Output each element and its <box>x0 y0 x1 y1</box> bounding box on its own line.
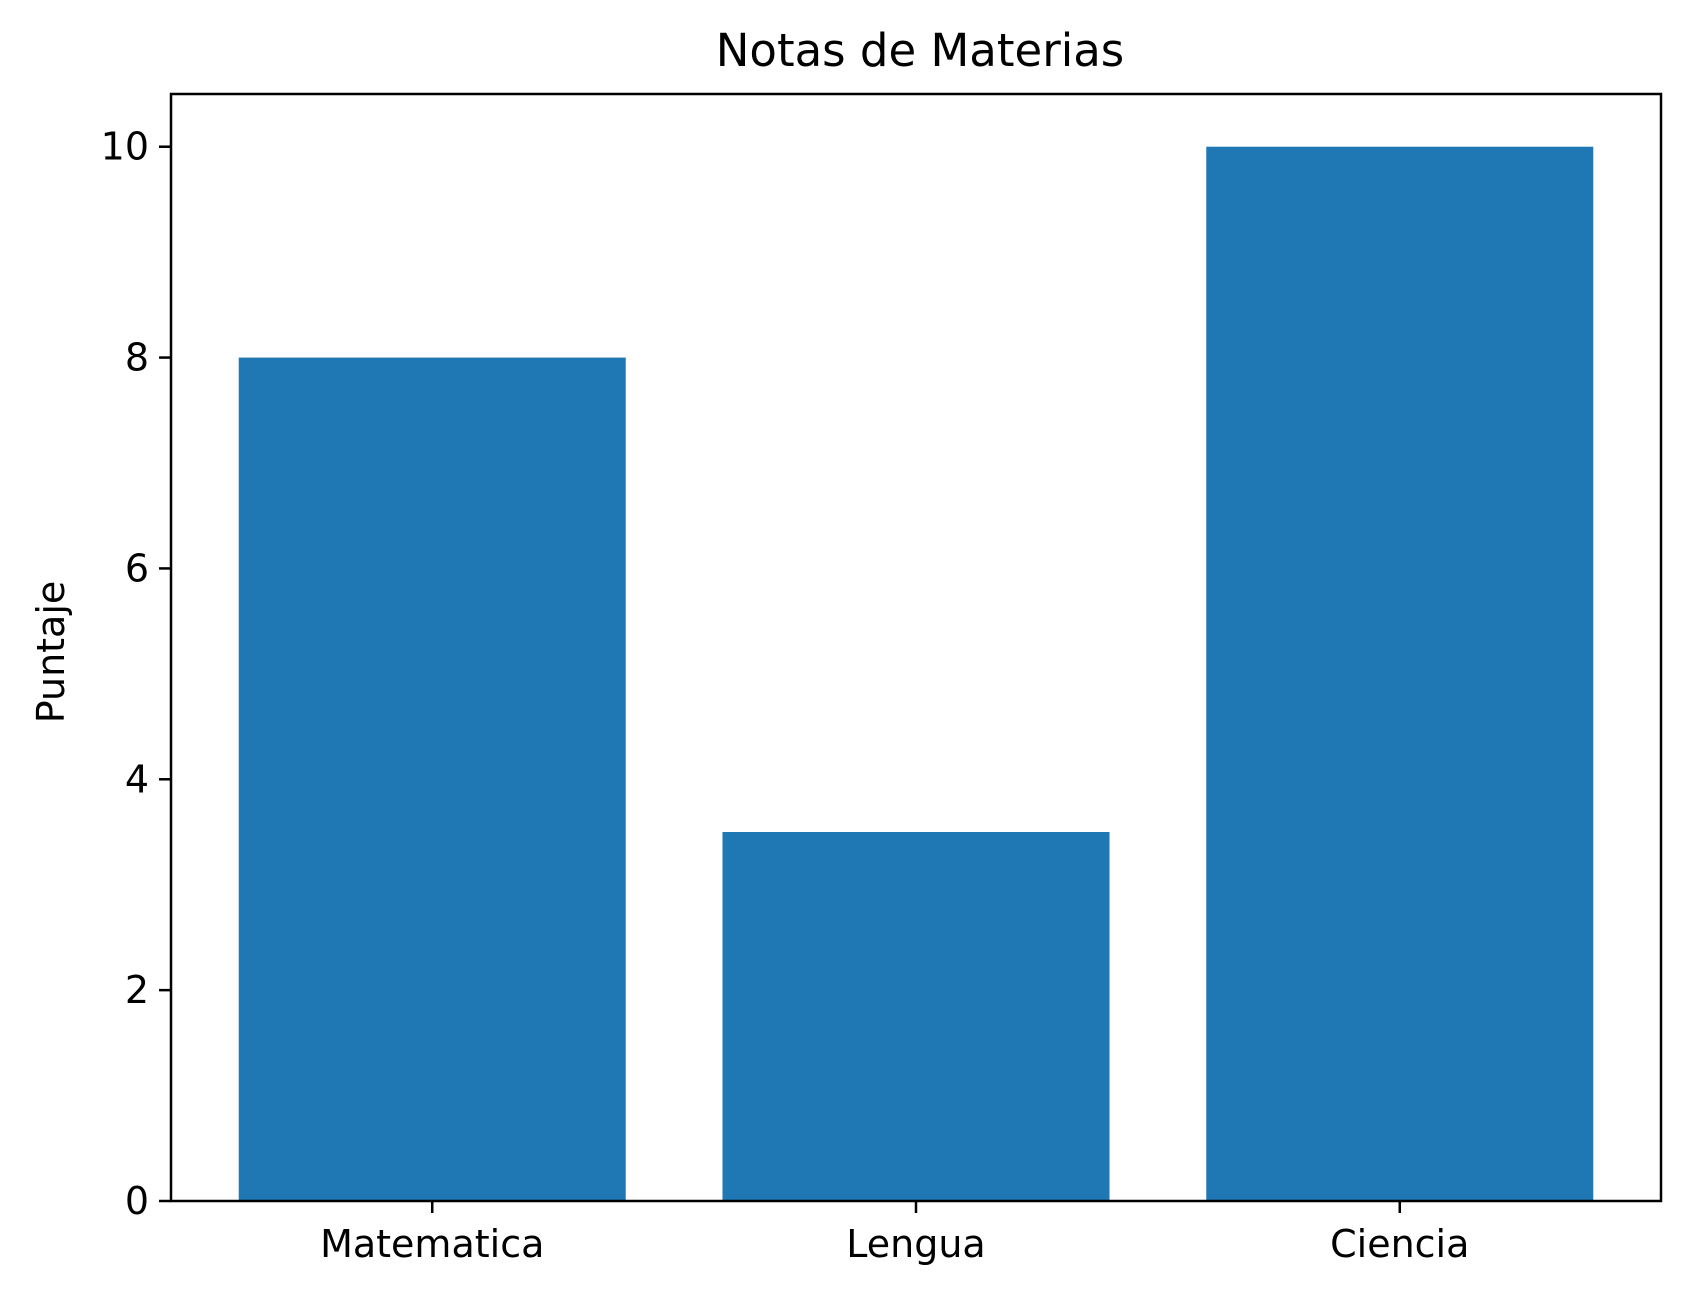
plot-frame <box>169 92 1663 1203</box>
y-tick-label: 4 <box>125 757 149 801</box>
y-tick-label: 10 <box>101 125 149 169</box>
x-axis-ticks: Matematica Lengua Ciencia <box>320 1201 1469 1266</box>
y-axis-label: Puntaje <box>29 581 73 724</box>
y-tick-label: 8 <box>125 336 149 380</box>
bar-ciencia <box>1206 146 1594 1202</box>
bar-matematica <box>238 357 626 1202</box>
bars <box>238 146 1594 1202</box>
y-tick-label: 2 <box>125 968 149 1012</box>
y-tick-label: 0 <box>125 1179 149 1223</box>
x-tick-label-ciencia: Ciencia <box>1330 1222 1469 1266</box>
x-tick-label-matematica: Matematica <box>320 1222 544 1266</box>
plot-area: 0 2 4 6 8 10 Matematica Lengua Ciencia <box>101 92 1663 1266</box>
bar-lengua <box>722 832 1110 1201</box>
chart-title: Notas de Materias <box>716 24 1124 77</box>
y-tick-label: 6 <box>125 546 149 590</box>
x-tick-label-lengua: Lengua <box>846 1222 985 1266</box>
y-axis-ticks: 0 2 4 6 8 10 <box>101 125 171 1223</box>
